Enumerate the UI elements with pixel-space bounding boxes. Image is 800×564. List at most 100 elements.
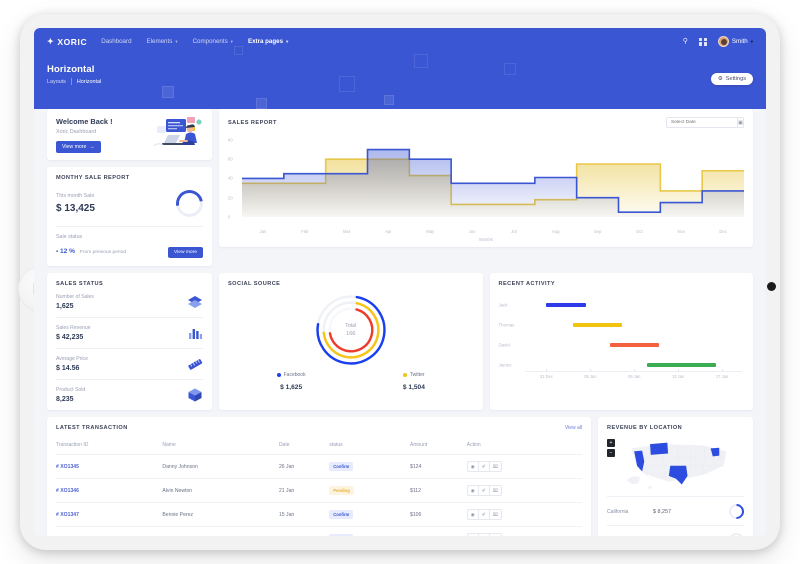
monthly-view-more-button[interactable]: View more bbox=[167, 247, 203, 258]
action-cell: ◉✐⌧ bbox=[466, 526, 582, 537]
welcome-subtitle: Xoric Dashboard bbox=[56, 129, 97, 135]
us-map[interactable] bbox=[607, 434, 744, 496]
welcome-card: Welcome Back ! Xoric Dashboard View more… bbox=[47, 109, 212, 160]
gantt-tick-mark bbox=[590, 369, 592, 372]
gantt-axis-line bbox=[524, 371, 742, 372]
nav-item-components[interactable]: Components ▾ bbox=[193, 38, 233, 45]
table-header-row: Transaction ID Name Date status Amount Action bbox=[56, 437, 582, 455]
tablet-device-frame: ✦ XORIC Dashboard Elements ▾ Components bbox=[18, 14, 780, 550]
edit-icon[interactable]: ✐ bbox=[479, 510, 490, 519]
breadcrumb-root[interactable]: Layouts bbox=[47, 78, 66, 85]
stat-row: Sales Revenue $ 42,235 bbox=[56, 318, 203, 349]
delete-icon[interactable]: ⌧ bbox=[492, 511, 498, 517]
gantt-bar bbox=[572, 323, 622, 327]
view-icon[interactable]: ◉ bbox=[468, 510, 479, 519]
row-bottom: LATEST TRANSACTION View all Transaction … bbox=[47, 417, 753, 536]
left-column: Welcome Back ! Xoric Dashboard View more… bbox=[47, 109, 212, 266]
y-tick-label: 40 bbox=[228, 175, 233, 181]
gantt-tick-label: 31 Dec bbox=[539, 374, 553, 379]
gantt-row-label: Thomas bbox=[498, 322, 515, 328]
right-column: SALES REPORT ▣ bbox=[219, 109, 753, 266]
transaction-id-link[interactable]: # XO1348 bbox=[56, 526, 163, 536]
legend-label: Twitter bbox=[409, 372, 425, 378]
date-picker[interactable]: ▣ bbox=[666, 117, 744, 128]
transactions-table: Transaction ID Name Date status Amount Action… bbox=[56, 437, 582, 536]
stat-label: Product Sold bbox=[56, 387, 86, 393]
gantt-tick-mark bbox=[722, 369, 724, 372]
gantt-tick-label: 09 Jan bbox=[628, 374, 641, 379]
row-top: Welcome Back ! Xoric Dashboard View more… bbox=[47, 109, 753, 266]
map-zoom-in-button[interactable]: + bbox=[607, 439, 615, 447]
transaction-name: Alvin Newton bbox=[162, 478, 279, 503]
view-icon[interactable]: ◉ bbox=[468, 462, 479, 471]
ring-center-label: Total bbox=[345, 322, 357, 329]
transaction-amount: $106 bbox=[410, 502, 467, 527]
edit-icon[interactable]: ✐ bbox=[479, 486, 490, 495]
gantt-tick-mark bbox=[678, 369, 680, 372]
monthly-sale-report-card: MONTHY SALE REPORT This month Sale $ 13,… bbox=[47, 167, 212, 266]
status-cell: Confirm bbox=[329, 502, 411, 527]
brand-logo[interactable]: ✦ XORIC bbox=[47, 37, 87, 47]
action-cell: ◉✐⌧ bbox=[466, 478, 582, 503]
card-title: REVENUE BY LOCATION bbox=[607, 425, 683, 431]
grid-apps-icon[interactable] bbox=[698, 37, 707, 46]
x-axis-title: Months bbox=[479, 237, 493, 242]
delete-icon[interactable]: ⌧ bbox=[492, 463, 498, 469]
stat-value: $ 42,235 bbox=[56, 334, 84, 341]
nav-item-elements[interactable]: Elements ▾ bbox=[147, 38, 178, 45]
table-column-header: Transaction ID bbox=[56, 437, 163, 455]
revenue-by-location-card: REVENUE BY LOCATION + − bbox=[598, 417, 753, 536]
table-row[interactable]: # XO1345 Danny Johnson 26 Jan Confirm $124 ◉ ✐… bbox=[56, 454, 582, 479]
status-badge: Confirm bbox=[329, 534, 354, 536]
delete-icon[interactable]: ⌧ bbox=[490, 534, 501, 537]
delete-icon[interactable]: ⌧ bbox=[492, 487, 498, 493]
settings-button[interactable]: ⚙ Settings bbox=[710, 73, 753, 85]
view-icon[interactable]: ◉ bbox=[468, 534, 479, 536]
monthly-sale-value: $ 13,425 bbox=[56, 203, 95, 214]
map-zoom-out-button[interactable]: − bbox=[607, 449, 615, 457]
select-date-input[interactable] bbox=[667, 120, 737, 125]
ring-center-value: 166 bbox=[346, 330, 356, 337]
status-badge: Pending bbox=[329, 486, 354, 495]
top-navbar: ✦ XORIC Dashboard Elements ▾ Components bbox=[34, 28, 766, 55]
view-icon[interactable]: ◉ bbox=[468, 486, 479, 495]
table-row[interactable]: # XO1346 Alvin Newton 21 Jan Pending $112 ◉ ✐ ⌧ bbox=[56, 478, 582, 503]
chevron-down-icon: ▾ bbox=[286, 38, 289, 44]
x-tick-label: Apr bbox=[385, 229, 392, 234]
header-banner: ✦ XORIC Dashboard Elements ▾ Components bbox=[34, 28, 766, 109]
nav-item-extra-pages[interactable]: Extra pages ▾ bbox=[248, 38, 288, 45]
edit-icon[interactable]: ✐ bbox=[479, 534, 490, 536]
legend-bullet-icon bbox=[402, 373, 407, 377]
table-row[interactable]: # XO1347 Bennie Perez 15 Jan Confirm $106 ◉ ✐ ⌧ bbox=[56, 502, 582, 527]
transaction-id-link[interactable]: # XO1345 bbox=[56, 454, 163, 479]
transaction-id-link[interactable]: # XO1346 bbox=[56, 478, 163, 503]
card-title: SALES REPORT bbox=[228, 119, 277, 126]
edit-icon[interactable]: ✐ bbox=[479, 462, 490, 471]
calendar-icon[interactable]: ▣ bbox=[737, 118, 743, 127]
stat-label: Average Price bbox=[56, 356, 88, 362]
table-column-header: Date bbox=[278, 437, 330, 455]
divider bbox=[56, 226, 203, 227]
social-source-card: SOCIAL SOURCE Total bbox=[219, 273, 483, 410]
nav-item-dashboard[interactable]: Dashboard bbox=[101, 38, 131, 45]
view-all-link[interactable]: View all bbox=[564, 425, 582, 431]
y-tick-label: 20 bbox=[228, 195, 233, 201]
user-menu[interactable]: Smith ▾ bbox=[717, 36, 753, 47]
revenue-location-value: $ 8,257 bbox=[653, 508, 671, 515]
gantt-row-label: David bbox=[498, 342, 510, 348]
stat-row: Product Sold 8,235 bbox=[56, 380, 203, 410]
gantt-bar bbox=[647, 363, 717, 367]
transaction-amount: $112 bbox=[410, 478, 467, 503]
search-icon[interactable]: ⚲ bbox=[682, 38, 688, 45]
x-tick-label: May bbox=[426, 229, 435, 234]
action-button-group: ◉✐⌧ bbox=[466, 533, 502, 537]
y-tick-label: 80 bbox=[228, 137, 233, 143]
transaction-id-link[interactable]: # XO1347 bbox=[56, 502, 163, 527]
latest-transaction-card: LATEST TRANSACTION View all Transaction … bbox=[47, 417, 591, 536]
legend-value: $ 1,625 bbox=[280, 384, 303, 391]
status-cell: Confirm bbox=[329, 526, 411, 536]
breadcrumb-separator bbox=[70, 78, 72, 85]
gear-icon: ⚙ bbox=[717, 76, 723, 82]
welcome-view-more-button[interactable]: View more → bbox=[56, 141, 101, 153]
